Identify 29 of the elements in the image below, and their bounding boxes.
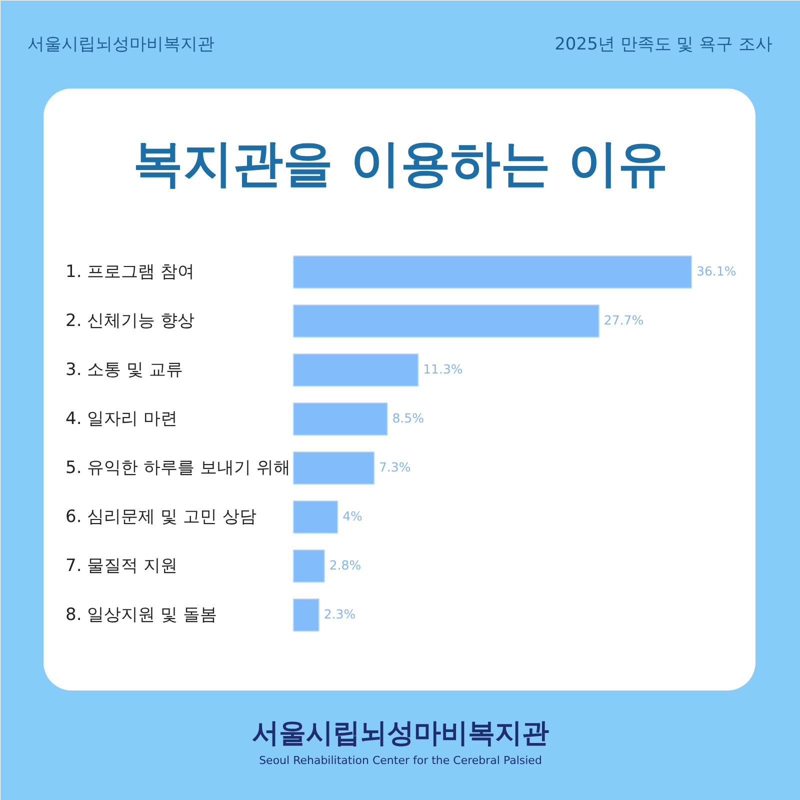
data-label: 27.7% xyxy=(604,312,644,328)
data-label: 36.1% xyxy=(696,264,736,278)
bar xyxy=(293,256,692,288)
chart-title: 복지관을 이용하는 이유 xyxy=(133,134,668,192)
chart-subtitle: 2025년 만족도 및 욕구 조사 xyxy=(554,34,773,54)
y-tick-label: 7. 물질적 지원 xyxy=(66,556,178,576)
text: 서울시립뇌성마비복지관 xyxy=(252,718,549,749)
text: Seoul Rehabilitation Center for the Cerebral Palsied xyxy=(259,754,542,767)
data-label: 8.5% xyxy=(392,410,424,426)
y-tick-label: 4. 일자리 마련 xyxy=(66,409,178,429)
y-tick-label: 1. 프로그램 참여 xyxy=(66,262,195,282)
bar xyxy=(293,304,600,338)
bar xyxy=(293,452,374,484)
text: 서울시립뇌성마비복지관 xyxy=(28,34,214,54)
y-tick-label: 5. 유익한 하루를 보내기 위해 xyxy=(66,458,290,478)
bar xyxy=(293,354,419,386)
y-tick-label: 3. 소통 및 교류 xyxy=(66,360,183,380)
bar xyxy=(293,550,325,582)
data-label: 4% xyxy=(342,508,363,524)
data-label: 2.3% xyxy=(324,606,356,622)
data-label: 7.3% xyxy=(378,460,411,474)
bar xyxy=(293,500,338,534)
bar xyxy=(293,402,388,436)
y-tick-label: 6. 심리문제 및 고민 상담 xyxy=(66,507,256,527)
data-label: 2.8% xyxy=(329,558,362,572)
y-tick-label: 8. 일상지원 및 돌봄 xyxy=(66,605,217,625)
data-label: 11.3% xyxy=(423,362,463,376)
bar xyxy=(293,598,320,632)
y-tick-label: 2. 신체기능 향상 xyxy=(66,311,195,331)
